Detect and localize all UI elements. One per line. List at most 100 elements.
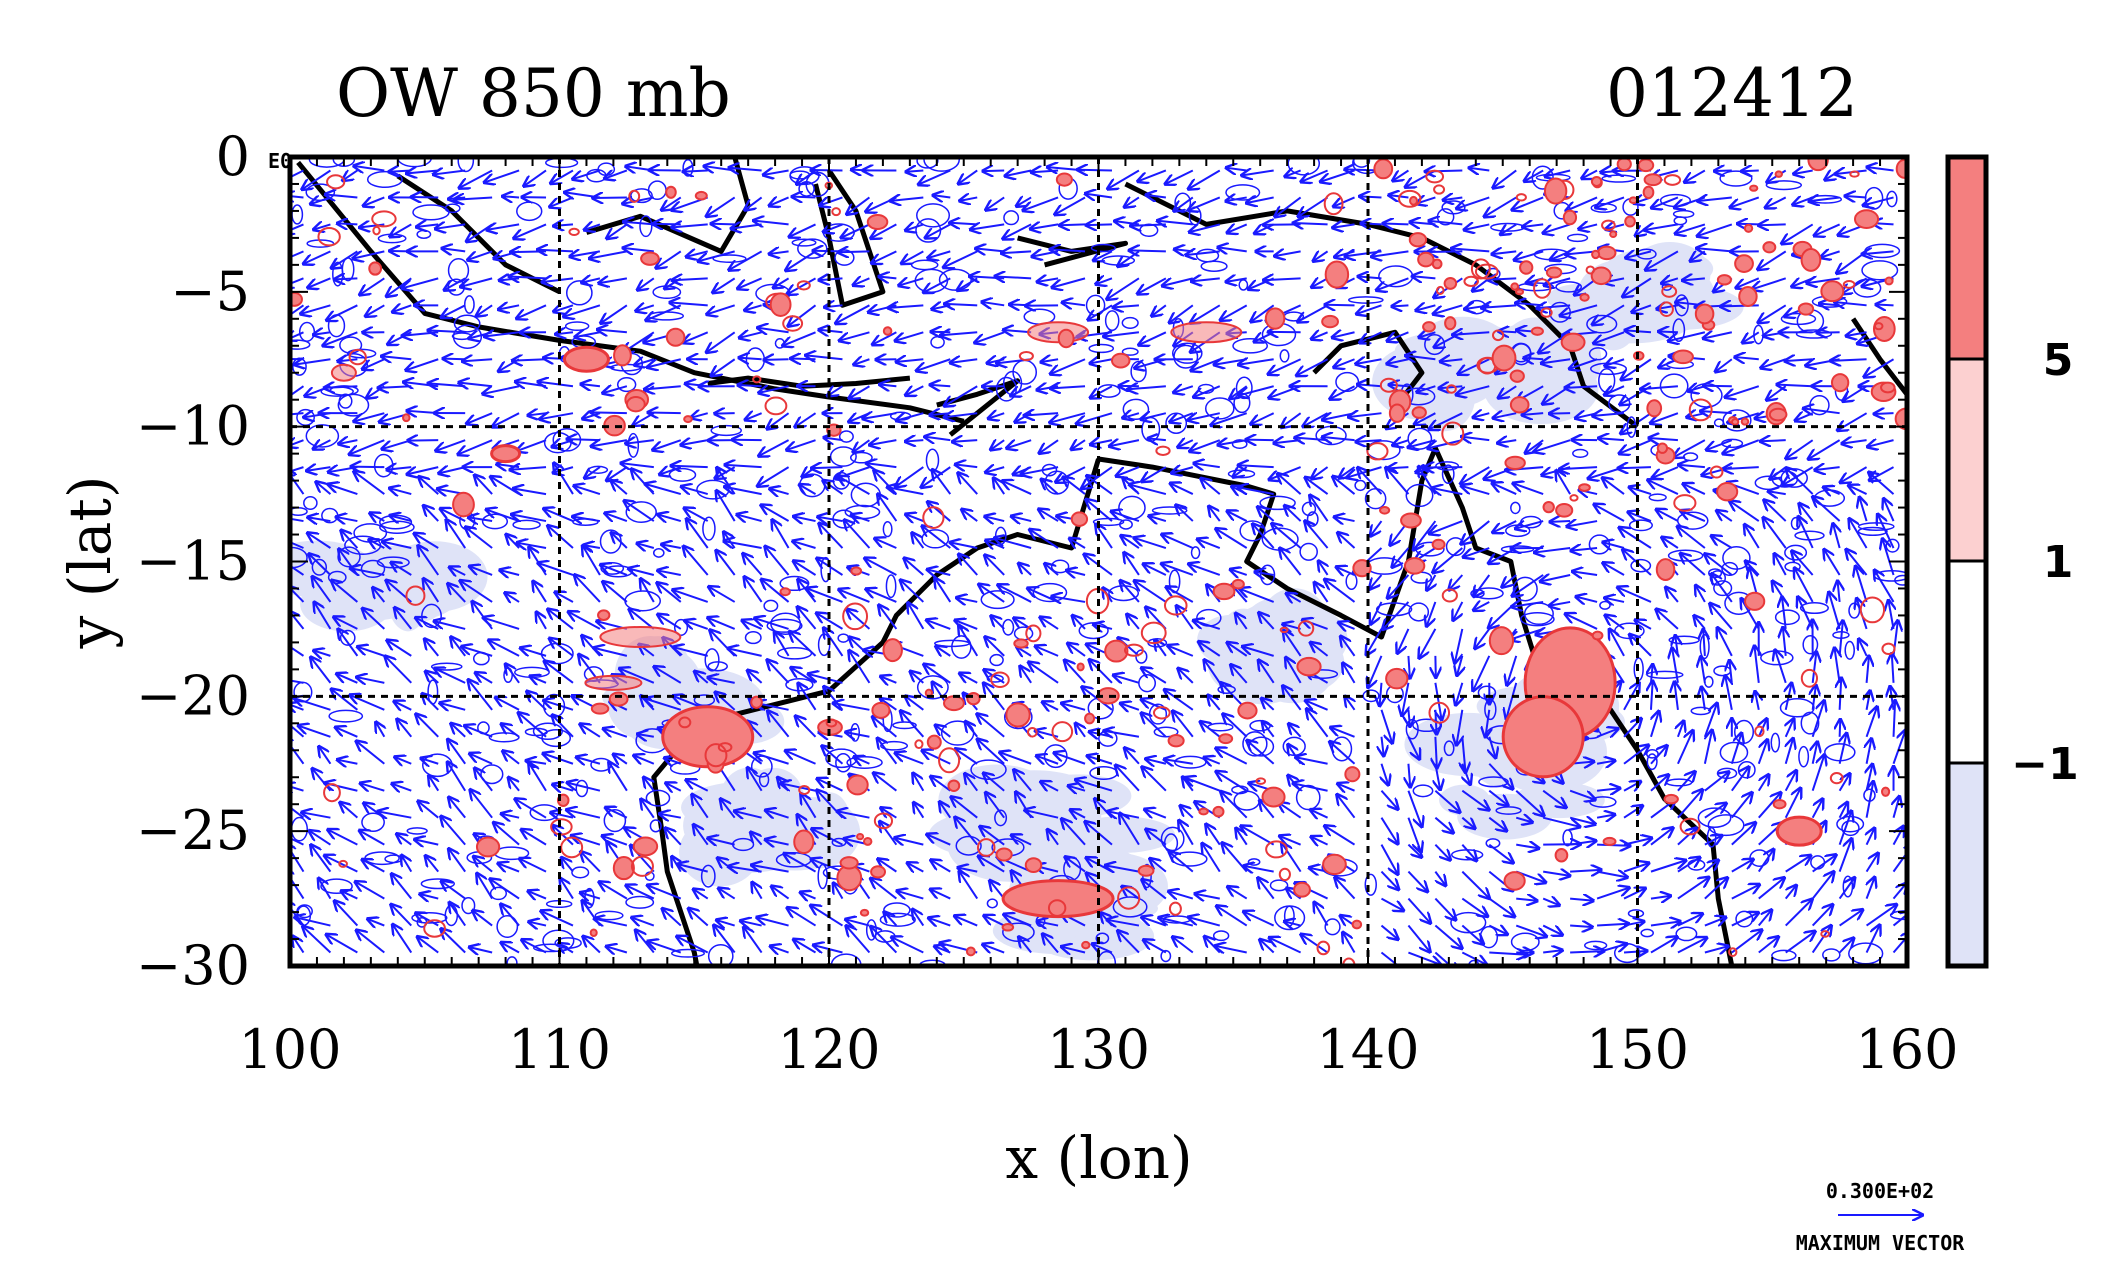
wind-vector <box>1761 440 1786 441</box>
wind-vector <box>1677 772 1695 792</box>
wind-vector <box>1169 891 1194 898</box>
wind-vector <box>1019 937 1032 954</box>
wind-vector <box>714 926 736 954</box>
wind-vector <box>1486 709 1490 737</box>
negative-ow-patch <box>1217 608 1270 680</box>
wind-vector <box>1488 816 1506 831</box>
wind-vector <box>1301 935 1329 954</box>
wind-vector <box>1361 223 1382 224</box>
wind-vector <box>984 916 1005 927</box>
wind-vector <box>1165 690 1194 711</box>
wind-vector <box>1104 731 1140 737</box>
positive-ow-blob <box>1198 807 1209 816</box>
positive-ow-blob <box>1628 196 1639 205</box>
wind-vector <box>338 760 358 764</box>
wind-vector <box>663 909 682 927</box>
wind-vector <box>684 170 708 171</box>
wind-vector <box>1656 610 1679 630</box>
wind-vector <box>389 170 412 171</box>
wind-vector <box>415 840 439 845</box>
wind-vector <box>1731 913 1758 927</box>
wind-vector <box>1835 648 1840 683</box>
wind-vector <box>1846 196 1867 197</box>
positive-ow-blob <box>1545 266 1563 279</box>
positive-ow-blob <box>850 566 863 576</box>
positive-ow-blob <box>1554 848 1569 863</box>
wind-vector <box>709 587 736 603</box>
wind-vector <box>1596 872 1627 878</box>
wind-vector <box>955 620 978 630</box>
wind-vector <box>1260 801 1275 819</box>
wind-vector <box>1216 748 1248 765</box>
wind-vector <box>473 911 493 927</box>
wind-vector <box>1407 790 1421 827</box>
wind-vector <box>1338 784 1355 791</box>
wind-vector <box>1223 714 1248 738</box>
wind-vector <box>1867 878 1875 899</box>
wind-vector <box>955 916 978 927</box>
wind-vector <box>1694 616 1706 630</box>
wind-vector <box>391 905 412 927</box>
wind-vector <box>448 584 466 603</box>
wind-vector <box>1384 223 1409 224</box>
wind-vector <box>991 616 1005 630</box>
wind-vector <box>1867 782 1874 818</box>
wind-vector <box>1000 752 1032 765</box>
wind-vector <box>1623 863 1648 873</box>
wind-vector <box>1786 739 1793 765</box>
positive-ow-blob <box>1555 502 1574 518</box>
positive-ow-blob <box>1264 307 1286 330</box>
wind-vector <box>1542 816 1579 827</box>
wind-vector <box>441 929 466 954</box>
colorbar-label-neg1: −1 <box>2011 739 2078 790</box>
wind-vector <box>568 783 601 792</box>
wind-vector <box>356 882 385 900</box>
wind-vector <box>502 814 520 818</box>
wind-vector <box>1675 636 1678 657</box>
positive-ow-blob <box>1716 274 1732 286</box>
wind-vector <box>965 774 979 792</box>
wind-vector <box>503 196 520 197</box>
positive-ow-blob <box>769 292 792 317</box>
y-axis-label: y (lat) <box>56 476 124 650</box>
wind-vector <box>956 749 978 765</box>
wind-vector <box>1243 647 1274 657</box>
wind-vector <box>461 581 493 603</box>
wind-vector <box>1381 763 1388 785</box>
wind-vector <box>1314 903 1329 927</box>
wind-vector <box>1677 829 1696 846</box>
wind-vector <box>1461 843 1476 861</box>
wind-vector <box>895 838 924 845</box>
positive-ow-blob <box>862 836 873 846</box>
wind-vector <box>505 593 520 602</box>
wind-vector <box>1279 803 1302 819</box>
wind-vector <box>1048 830 1059 846</box>
wind-vector <box>1515 924 1546 937</box>
wind-vector <box>435 669 466 684</box>
reference-vector: 0.300E+02 MAXIMUM VECTOR <box>1796 1179 1966 1255</box>
wind-vector <box>522 830 547 846</box>
wind-vector <box>600 882 628 900</box>
wind-vector <box>1758 878 1784 900</box>
wind-vector <box>931 860 951 873</box>
wind-vector <box>906 440 924 441</box>
wind-vector <box>440 703 466 710</box>
wind-vector <box>548 609 574 630</box>
wind-vector <box>537 613 547 630</box>
wind-vector <box>798 607 817 630</box>
wind-vector <box>568 439 600 440</box>
coastline <box>296 160 965 424</box>
positive-ow-blob <box>966 691 981 706</box>
wind-vector <box>1189 917 1221 927</box>
colorbar-band-mid <box>1948 359 1986 561</box>
wind-vector <box>387 641 412 657</box>
wind-vector <box>1867 691 1870 710</box>
wind-vector <box>1889 601 1894 630</box>
positive-ow-blob <box>683 415 693 424</box>
wind-vector <box>1434 871 1445 886</box>
wind-vector <box>614 755 628 764</box>
wind-vector <box>290 785 304 791</box>
wind-vector <box>1703 630 1705 656</box>
wind-vector <box>1461 897 1487 916</box>
wind-vector <box>931 385 951 386</box>
